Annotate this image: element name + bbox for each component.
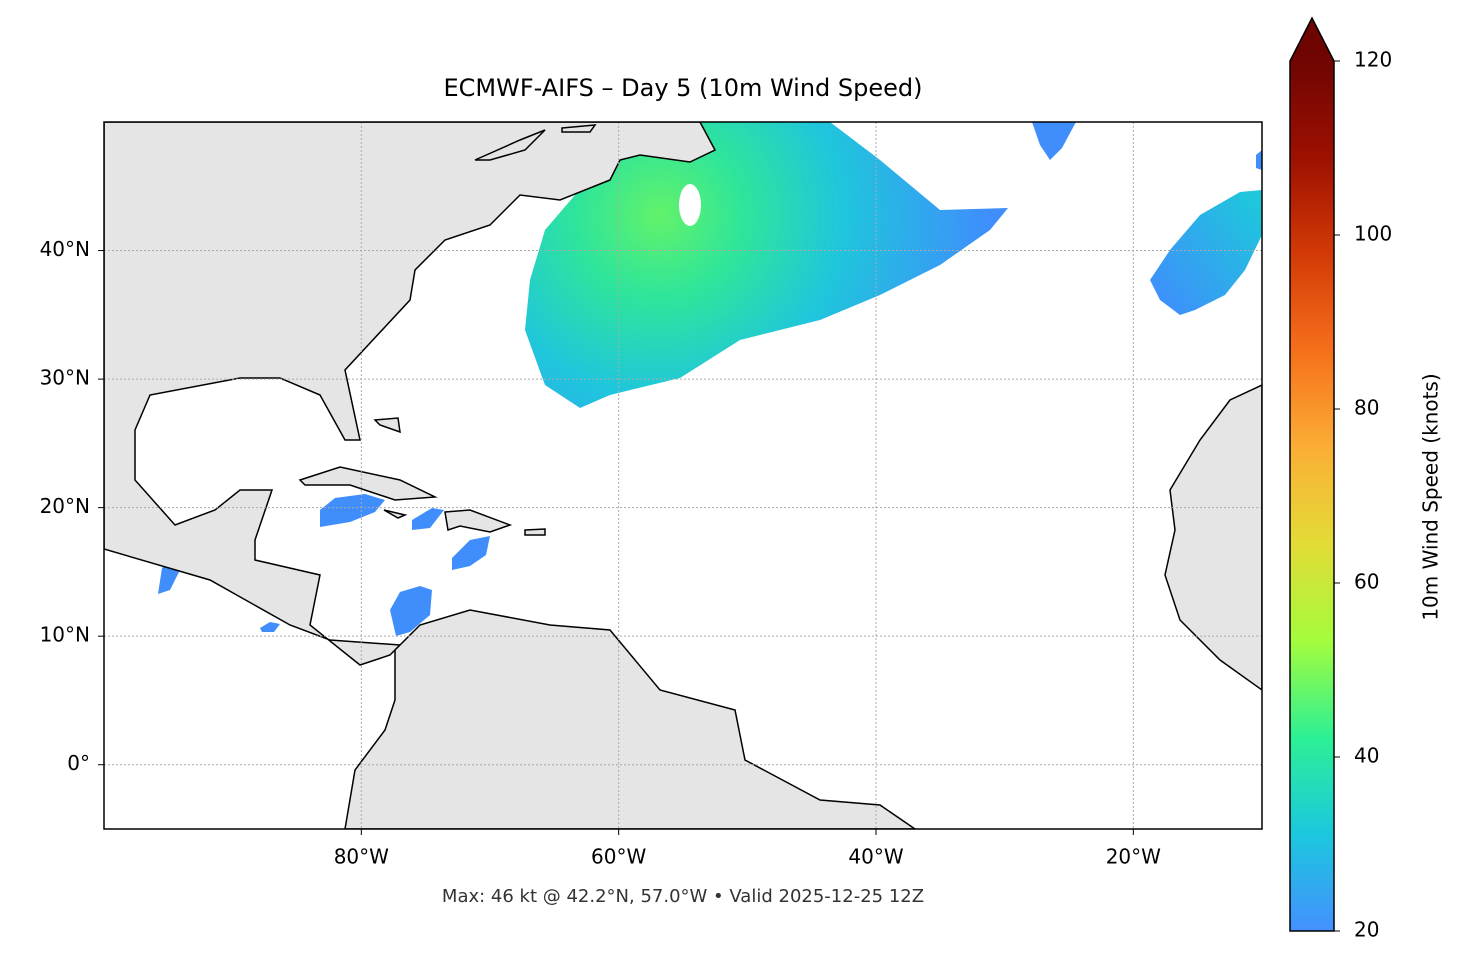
land	[104, 122, 1262, 829]
colorbar: 20 40 60 80 100 120	[1289, 16, 1392, 942]
colorbar-tick-label: 20	[1354, 918, 1379, 942]
map-frame	[103, 121, 1263, 830]
y-tick-label: 10°N	[40, 623, 90, 647]
colorbar-tick-label: 80	[1354, 396, 1379, 420]
map	[104, 122, 1262, 829]
colorbar-tick-label: 40	[1354, 744, 1379, 768]
colorbar-tick-label: 120	[1354, 48, 1392, 72]
y-tick-label: 0°	[67, 751, 90, 775]
colorbar-outline	[1289, 16, 1335, 932]
x-tick-label: 60°W	[591, 845, 646, 869]
y-tick-label: 20°N	[40, 494, 90, 518]
wind-field	[158, 122, 1262, 636]
x-tick-label: 20°W	[1106, 845, 1161, 869]
footer: Max: 46 kt @ 42.2°N, 57.0°W • Valid 2025…	[442, 886, 924, 907]
y-tick-label: 40°N	[40, 237, 90, 261]
colorbar-label: 10m Wind Speed (knots)	[1419, 373, 1443, 620]
x-tick-label: 80°W	[334, 845, 389, 869]
y-tick-label: 30°N	[40, 366, 90, 390]
colorbar-ramp	[1290, 61, 1334, 931]
colorbar-extend	[1290, 18, 1334, 61]
colorbar-tick-label: 100	[1354, 222, 1392, 246]
grid	[104, 122, 1262, 829]
x-tick-label: 40°W	[848, 845, 903, 869]
colorbar-tick-label: 60	[1354, 570, 1379, 594]
chart-title: ECMWF-AIFS – Day 5 (10m Wind Speed)	[443, 74, 922, 102]
